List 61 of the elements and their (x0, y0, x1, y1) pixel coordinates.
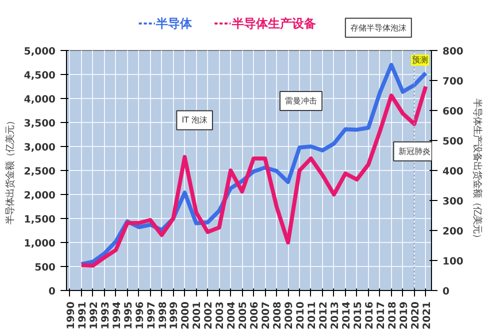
x-tick-label: 2012 (318, 301, 330, 330)
y-tick-label: 5,000 (24, 46, 56, 58)
y-tick-label: 3,000 (24, 142, 56, 154)
y-tick-label: 1,000 (24, 238, 56, 250)
y-axis-title: 半导体出货金额（亿美元） (4, 116, 16, 224)
x-tick-label: 2015 (352, 301, 364, 330)
y-tick-label: 500 (34, 262, 56, 274)
x-tick-label: 2007 (261, 301, 272, 330)
x-tick-label: 2011 (306, 301, 318, 330)
x-tick-label: 2010 (296, 301, 307, 330)
x-tick-label: 2005 (238, 301, 250, 330)
x-tick-label: 2000 (180, 301, 192, 330)
y2-tick-label: 0 (442, 286, 450, 298)
x-tick-label: 1998 (158, 301, 169, 330)
x-tick-label: 2004 (226, 301, 238, 330)
x-tick-label: 1992 (88, 301, 100, 330)
x-tick-label: 2019 (398, 301, 410, 330)
y2-tick-label: 700 (442, 76, 464, 88)
y2-tick-label: 400 (442, 166, 464, 178)
y-tick-label: 2,500 (24, 166, 56, 178)
y2-tick-label: 500 (442, 136, 464, 148)
x-tick-label: 1995 (123, 301, 134, 330)
x-tick-label: 2002 (204, 301, 215, 330)
y-tick-label: 2,000 (24, 190, 56, 202)
legend-label: 半导体生产设备 (230, 16, 316, 30)
x-tick-label: 2001 (192, 301, 204, 330)
legend-label: 半导体 (155, 16, 194, 30)
x-tick-label: 2009 (284, 301, 296, 330)
annotation: 新冠肺炎 (398, 146, 431, 156)
ref-line-label: 预测 (412, 56, 428, 65)
annotation: IT 泡沫 (182, 116, 208, 125)
x-tick-label: 2016 (364, 301, 376, 330)
y2-tick-label: 600 (442, 106, 464, 118)
y2-tick-label: 100 (442, 256, 464, 268)
y2-tick-label: 300 (442, 196, 464, 208)
x-tick-label: 2017 (376, 301, 387, 330)
y-tick-label: 4,500 (24, 70, 56, 82)
x-tick-label: 2021 (422, 301, 433, 330)
y-tick-label: 3,500 (24, 118, 56, 130)
x-tick-label: 2013 (330, 301, 341, 330)
x-tick-label: 1997 (146, 301, 158, 330)
y-tick-label: 1,500 (24, 214, 56, 226)
x-tick-label: 1991 (77, 301, 88, 330)
y2-axis-title: 半导体生产设备出货金额（亿美元） (471, 98, 482, 242)
y2-tick-label: 800 (442, 46, 464, 58)
y-tick-label: 0 (48, 286, 56, 298)
annotation: 雷曼冲击 (284, 96, 317, 106)
x-tick-label: 1999 (169, 301, 180, 330)
x-tick-label: 2003 (215, 301, 226, 330)
x-tick-label: 1990 (66, 301, 77, 330)
y-tick-label: 4,000 (24, 94, 56, 106)
y2-tick-label: 200 (442, 226, 464, 238)
x-tick-label: 2014 (341, 301, 352, 330)
x-tick-label: 1994 (112, 301, 123, 330)
x-tick-label: 2006 (250, 301, 261, 330)
x-tick-label: 1996 (134, 301, 146, 330)
x-tick-label: 2020 (410, 301, 422, 330)
x-tick-label: 2018 (387, 301, 398, 330)
text: 存储半导体泡沫 (350, 23, 406, 32)
x-tick-label: 2008 (272, 301, 284, 330)
x-tick-label: 1993 (100, 301, 112, 330)
